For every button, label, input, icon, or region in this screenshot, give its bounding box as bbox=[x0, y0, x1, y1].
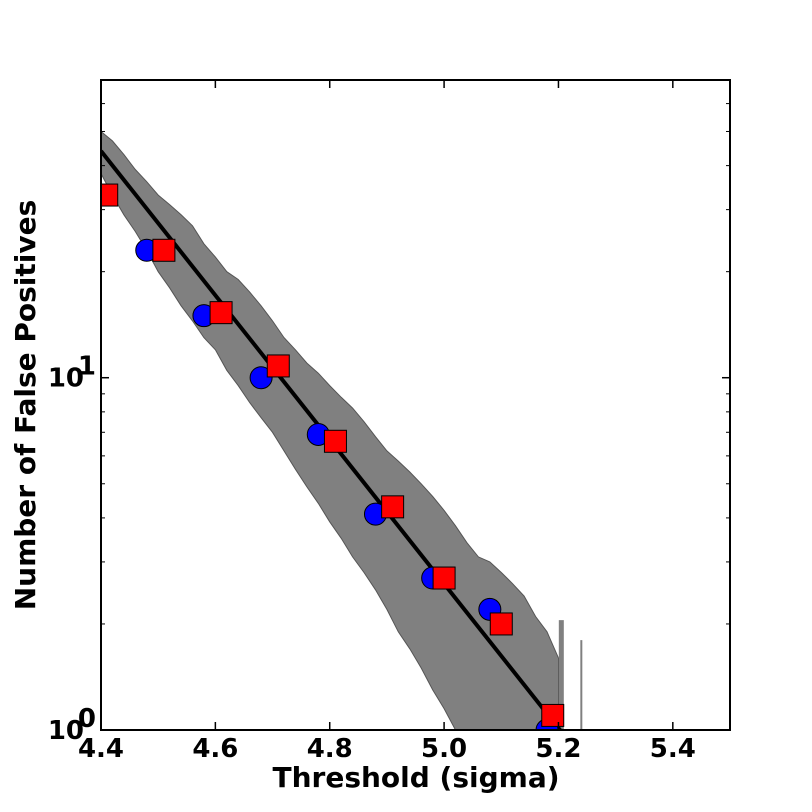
x-tick-label: 4.8 bbox=[307, 734, 353, 764]
square-point bbox=[266, 354, 290, 378]
square-point bbox=[323, 429, 347, 453]
x-tick-label: 5.0 bbox=[421, 734, 467, 764]
label-layer: Threshold (sigma) Number of False Positi… bbox=[9, 200, 560, 794]
plot-frame bbox=[100, 79, 731, 731]
x-tick-label: 5.2 bbox=[535, 734, 581, 764]
circle-point bbox=[249, 366, 273, 390]
square-point bbox=[209, 301, 233, 325]
y-tick-exponent: 1 bbox=[78, 352, 96, 382]
x-tick-label: 4.4 bbox=[78, 734, 124, 764]
y-tick-label: 10 bbox=[48, 364, 84, 394]
square-point bbox=[101, 183, 119, 207]
square-point bbox=[381, 495, 405, 519]
square-point bbox=[489, 612, 513, 636]
data-layer bbox=[101, 130, 583, 730]
y-tick-exponent: 0 bbox=[78, 704, 96, 734]
square-point bbox=[152, 238, 176, 262]
y-tick-label: 10 bbox=[48, 716, 84, 746]
square-point bbox=[432, 566, 456, 590]
y-axis-label: Number of False Positives bbox=[9, 200, 42, 611]
x-axis-label: Threshold (sigma) bbox=[272, 761, 559, 794]
x-tick-label: 4.6 bbox=[192, 734, 238, 764]
x-tick-label: 5.4 bbox=[650, 734, 696, 764]
square-point bbox=[541, 703, 565, 727]
